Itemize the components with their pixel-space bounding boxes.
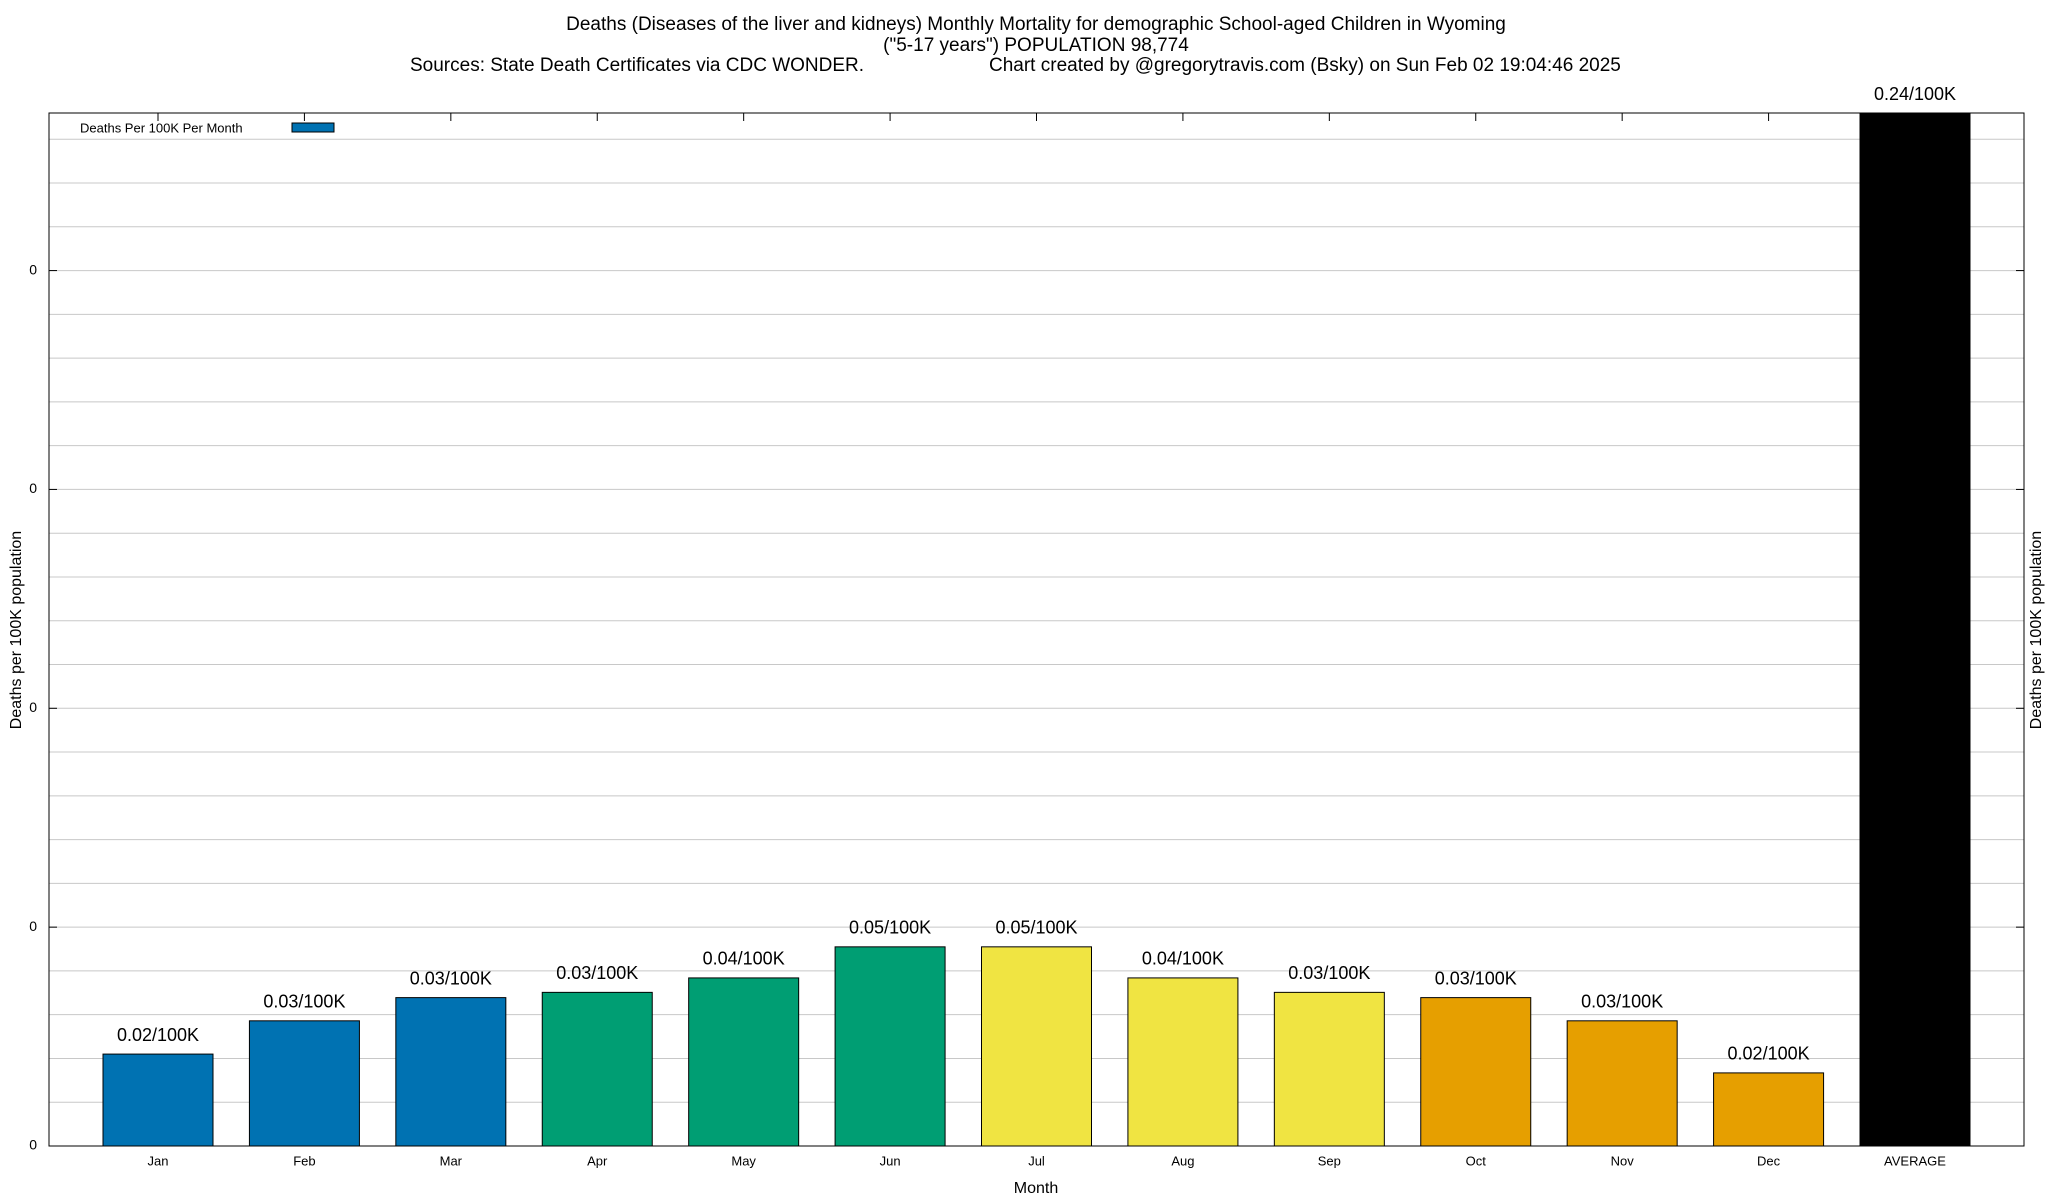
grid (49, 113, 2024, 1147)
x-tick-label: Sep (1318, 1153, 1341, 1168)
bar (1420, 997, 1532, 1146)
x-tick-label: Nov (1611, 1153, 1635, 1168)
chart-title: Deaths (Diseases of the liver and kidney… (566, 14, 1506, 35)
x-tick-label: Jul (1028, 1153, 1045, 1168)
bar (1127, 977, 1239, 1146)
bar (1273, 991, 1385, 1146)
value-label: 0.02/100K (1728, 1044, 1810, 1064)
bars (102, 113, 1971, 1146)
x-tick-label: Feb (293, 1153, 315, 1168)
sources: Sources: State Death Certificates via CD… (410, 55, 864, 76)
x-tick-label: Aug (1171, 1153, 1194, 1168)
y2-axis-label: Deaths per 100K population (2028, 531, 2045, 729)
value-label: 0.05/100K (995, 918, 1077, 938)
bar (1859, 113, 1971, 1146)
x-tick-label: Jun (880, 1153, 901, 1168)
value-label: 0.03/100K (1581, 992, 1663, 1012)
x-tick-label: AVERAGE (1884, 1153, 1946, 1168)
y-tick-label: 0 (29, 480, 37, 496)
y-tick-label: 0 (29, 699, 37, 715)
value-label: 0.03/100K (410, 968, 492, 988)
bar (688, 977, 800, 1146)
bar (834, 946, 946, 1146)
credit: Chart created by @gregorytravis.com (Bsk… (989, 55, 1621, 76)
y-tick-label: 0 (29, 1137, 37, 1153)
value-label: 0.03/100K (1288, 963, 1370, 983)
x-tick-label: Dec (1757, 1153, 1781, 1168)
bar (248, 1020, 360, 1146)
plot-frame (48, 112, 2025, 1147)
x-tick-label: Apr (587, 1153, 608, 1168)
x-tick-label: Jan (148, 1153, 169, 1168)
value-label: 0.03/100K (263, 992, 345, 1012)
legend-label: Deaths Per 100K Per Month (80, 120, 243, 135)
y-tick-label: 0 (29, 261, 37, 277)
value-label: 0.03/100K (1435, 968, 1517, 988)
x-tick-label: Mar (440, 1153, 463, 1168)
x-axis-label: Month (1014, 1180, 1058, 1197)
bar (102, 1053, 214, 1146)
bar (1713, 1072, 1825, 1146)
y-axis-label: Deaths per 100K population (8, 531, 25, 729)
bar (395, 997, 507, 1146)
bar (1566, 1020, 1678, 1146)
x-tick-label: May (731, 1153, 756, 1168)
y-tick-label: 0 (29, 918, 37, 934)
bar (541, 991, 653, 1146)
legend-swatch (291, 122, 335, 133)
value-label: 0.04/100K (1142, 949, 1224, 969)
value-label: 0.02/100K (117, 1025, 199, 1045)
value-label: 0.03/100K (556, 963, 638, 983)
chart-subtitle: ("5-17 years") POPULATION 98,774 (883, 35, 1189, 56)
value-label: 0.05/100K (849, 918, 931, 938)
value-label: 0.24/100K (1874, 84, 1956, 104)
value-label: 0.04/100K (703, 949, 785, 969)
x-tick-label: Oct (1466, 1153, 1487, 1168)
bar (981, 946, 1092, 1146)
